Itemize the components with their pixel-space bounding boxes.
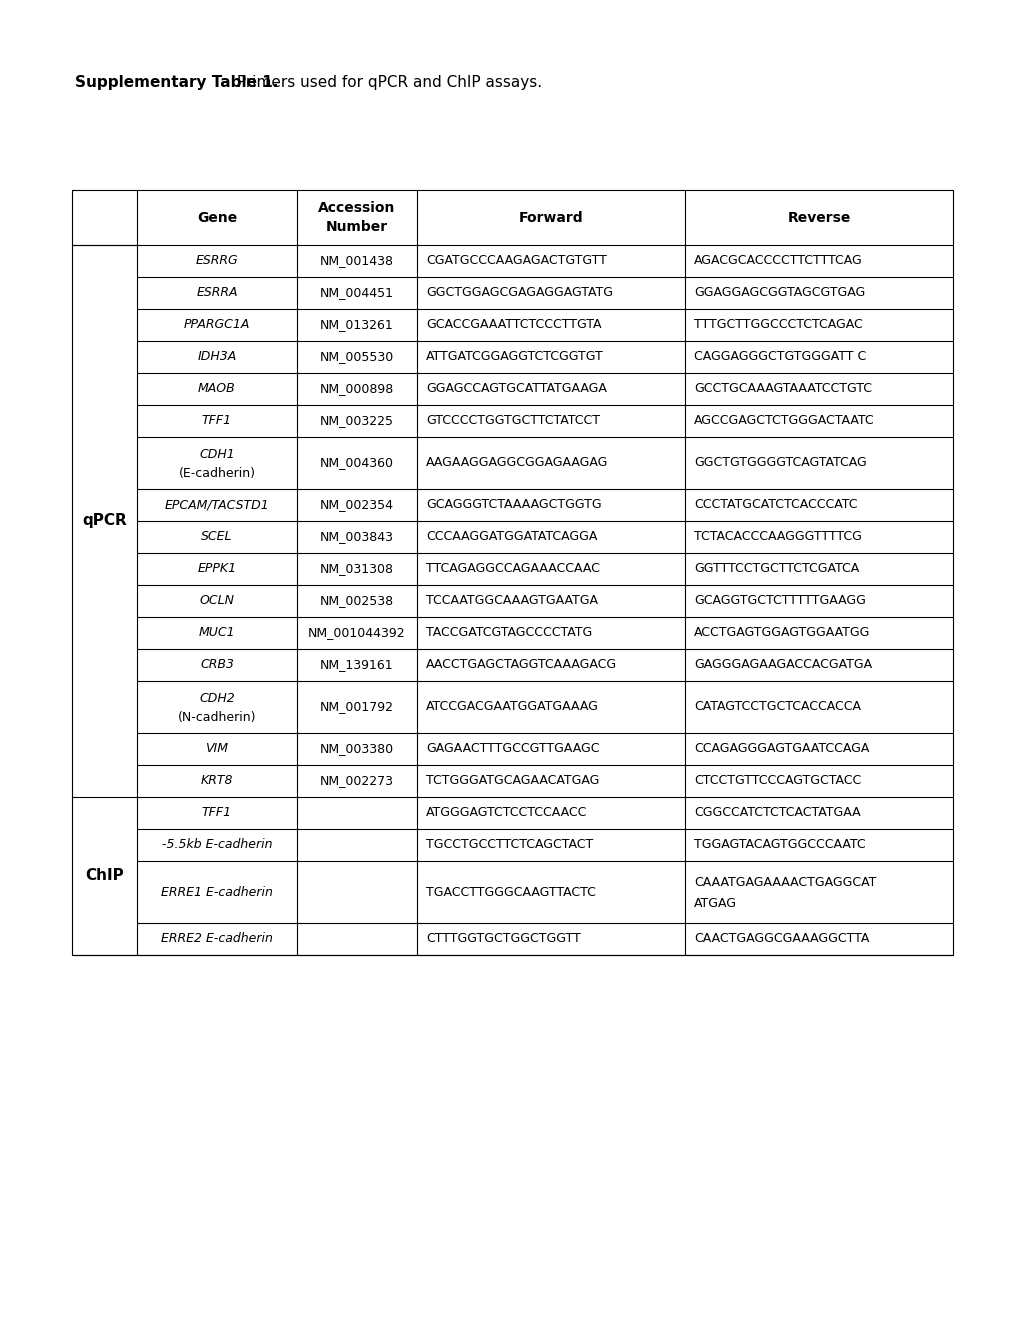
Text: TGACCTTGGGCAAGTTACTC: TGACCTTGGGCAAGTTACTC (426, 886, 595, 899)
Text: CGGCCATCTCTCACTATGAA: CGGCCATCTCTCACTATGAA (693, 807, 860, 820)
Text: Accession
Number: Accession Number (318, 201, 395, 234)
Bar (72, 190, 952, 954)
Text: CCCAAGGATGGATATCAGGA: CCCAAGGATGGATATCAGGA (426, 531, 597, 544)
Text: CAACTGAGGCGAAAGGCTTA: CAACTGAGGCGAAAGGCTTA (693, 932, 868, 945)
Text: Primers used for qPCR and ChIP assays.: Primers used for qPCR and ChIP assays. (232, 75, 542, 90)
Text: KRT8: KRT8 (201, 775, 233, 788)
Text: NM_002273: NM_002273 (320, 775, 393, 788)
Text: Gene: Gene (197, 210, 236, 224)
Text: TCCAATGGCAAAGTGAATGA: TCCAATGGCAAAGTGAATGA (426, 594, 597, 607)
Text: GAGGGAGAAGACCACGATGA: GAGGGAGAAGACCACGATGA (693, 659, 871, 672)
Text: TTCAGAGGCCAGAAACCAAC: TTCAGAGGCCAGAAACCAAC (426, 562, 599, 576)
Text: TGCCTGCCTTCTCAGCTACT: TGCCTGCCTTCTCAGCTACT (426, 838, 593, 851)
Text: NM_013261: NM_013261 (320, 318, 393, 331)
Text: CTTTGGTGCTGGCTGGTT: CTTTGGTGCTGGCTGGTT (426, 932, 580, 945)
Text: (N-cadherin): (N-cadherin) (177, 711, 256, 723)
Text: GGCTGGAGCGAGAGGAGTATG: GGCTGGAGCGAGAGGAGTATG (426, 286, 612, 300)
Text: ERRE2 E-cadherin: ERRE2 E-cadherin (161, 932, 273, 945)
Text: NM_139161: NM_139161 (320, 659, 393, 672)
Text: GCCTGCAAAGTAAATCCTGTC: GCCTGCAAAGTAAATCCTGTC (693, 383, 871, 396)
Text: VIM: VIM (205, 742, 228, 755)
Text: Reverse: Reverse (787, 210, 850, 224)
Text: GTCCCCTGGTGCTTCTATCCT: GTCCCCTGGTGCTTCTATCCT (426, 414, 599, 428)
Text: TACCGATCGTAGCCCCTATG: TACCGATCGTAGCCCCTATG (426, 627, 592, 639)
Text: TFF1: TFF1 (202, 414, 232, 428)
Text: AGCCGAGCTCTGGGACTAATC: AGCCGAGCTCTGGGACTAATC (693, 414, 873, 428)
Text: ATCCGACGAATGGATGAAAG: ATCCGACGAATGGATGAAAG (426, 701, 598, 714)
Text: Forward: Forward (519, 210, 583, 224)
Text: NM_003380: NM_003380 (320, 742, 393, 755)
Text: NM_002538: NM_002538 (320, 594, 393, 607)
Text: CTCCTGTTCCCAGTGCTACC: CTCCTGTTCCCAGTGCTACC (693, 775, 860, 788)
Text: ERRE1 E-cadherin: ERRE1 E-cadherin (161, 886, 273, 899)
Text: TFF1: TFF1 (202, 807, 232, 820)
Text: MUC1: MUC1 (199, 627, 235, 639)
Text: GCAGGTGCTCTTTTTGAAGG: GCAGGTGCTCTTTTTGAAGG (693, 594, 865, 607)
Text: -5.5kb E-cadherin: -5.5kb E-cadherin (162, 838, 272, 851)
Text: ATTGATCGGAGGTCTCGGTGT: ATTGATCGGAGGTCTCGGTGT (426, 351, 603, 363)
Text: (E-cadherin): (E-cadherin) (178, 467, 255, 480)
Text: NM_001438: NM_001438 (320, 255, 393, 268)
Text: PPARGC1A: PPARGC1A (183, 318, 250, 331)
Text: CCCTATGCATCTCACCCATC: CCCTATGCATCTCACCCATC (693, 499, 857, 511)
Text: NM_003843: NM_003843 (320, 531, 393, 544)
Text: GGCTGTGGGGTCAGTATCAG: GGCTGTGGGGTCAGTATCAG (693, 457, 866, 470)
Text: EPCAM/TACSTD1: EPCAM/TACSTD1 (164, 499, 269, 511)
Text: IDH3A: IDH3A (198, 351, 236, 363)
Text: NM_001792: NM_001792 (320, 701, 393, 714)
Text: TTTGCTTGGCCCTCTCAGAC: TTTGCTTGGCCCTCTCAGAC (693, 318, 862, 331)
Text: CAGGAGGGCTGTGGGATT C: CAGGAGGGCTGTGGGATT C (693, 351, 865, 363)
Text: ESRRA: ESRRA (196, 286, 237, 300)
Text: CDH1: CDH1 (199, 447, 234, 461)
Text: CATAGTCCTGCTCACCACCA: CATAGTCCTGCTCACCACCA (693, 701, 860, 714)
Text: AGACGCACCCCTTCTTTCAG: AGACGCACCCCTTCTTTCAG (693, 255, 862, 268)
Text: NM_004360: NM_004360 (320, 457, 393, 470)
Text: OCLN: OCLN (200, 594, 234, 607)
Text: NM_031308: NM_031308 (320, 562, 393, 576)
Text: AACCTGAGCTAGGTCAAAGACG: AACCTGAGCTAGGTCAAAGACG (426, 659, 616, 672)
Text: ATGGGAGTCTCCTCCAACC: ATGGGAGTCTCCTCCAACC (426, 807, 587, 820)
Text: CAAATGAGAAAACTGAGGCAT: CAAATGAGAAAACTGAGGCAT (693, 876, 875, 890)
Text: CRB3: CRB3 (200, 659, 233, 672)
Text: TGGAGTACAGTGGCCCAATC: TGGAGTACAGTGGCCCAATC (693, 838, 865, 851)
Text: ESRRG: ESRRG (196, 255, 238, 268)
Text: CCAGAGGGAGTGAATCCAGA: CCAGAGGGAGTGAATCCAGA (693, 742, 868, 755)
Text: NM_003225: NM_003225 (320, 414, 393, 428)
Text: GCACCGAAATTCTCCCTTGTA: GCACCGAAATTCTCCCTTGTA (426, 318, 601, 331)
Text: SCEL: SCEL (201, 531, 232, 544)
Text: TCTACACCCAAGGGTTTTCG: TCTACACCCAAGGGTTTTCG (693, 531, 861, 544)
Text: CDH2: CDH2 (199, 692, 234, 705)
Text: GGTTTCCTGCTTCTCGATCA: GGTTTCCTGCTTCTCGATCA (693, 562, 858, 576)
Text: GGAGCCAGTGCATTATGAAGA: GGAGCCAGTGCATTATGAAGA (426, 383, 606, 396)
Text: GCAGGGTCTAAAAGCTGGTG: GCAGGGTCTAAAAGCTGGTG (426, 499, 601, 511)
Text: EPPK1: EPPK1 (198, 562, 236, 576)
Text: NM_002354: NM_002354 (320, 499, 393, 511)
Text: TCTGGGATGCAGAACATGAG: TCTGGGATGCAGAACATGAG (426, 775, 599, 788)
Text: ACCTGAGTGGAGTGGAATGG: ACCTGAGTGGAGTGGAATGG (693, 627, 869, 639)
Text: ChIP: ChIP (85, 869, 123, 883)
Text: GAGAACTTTGCCGTTGAAGC: GAGAACTTTGCCGTTGAAGC (426, 742, 599, 755)
Text: NM_005530: NM_005530 (320, 351, 393, 363)
Text: Supplementary Table 1.: Supplementary Table 1. (75, 75, 278, 90)
Text: CGATGCCCAAGAGACTGTGTT: CGATGCCCAAGAGACTGTGTT (426, 255, 606, 268)
Text: NM_001044392: NM_001044392 (308, 627, 406, 639)
Text: GGAGGAGCGGTAGCGTGAG: GGAGGAGCGGTAGCGTGAG (693, 286, 864, 300)
Text: ATGAG: ATGAG (693, 896, 737, 909)
Text: NM_004451: NM_004451 (320, 286, 393, 300)
Text: qPCR: qPCR (83, 513, 126, 528)
Text: NM_000898: NM_000898 (320, 383, 393, 396)
Text: MAOB: MAOB (198, 383, 235, 396)
Text: AAGAAGGAGGCGGAGAAGAG: AAGAAGGAGGCGGAGAAGAG (426, 457, 607, 470)
